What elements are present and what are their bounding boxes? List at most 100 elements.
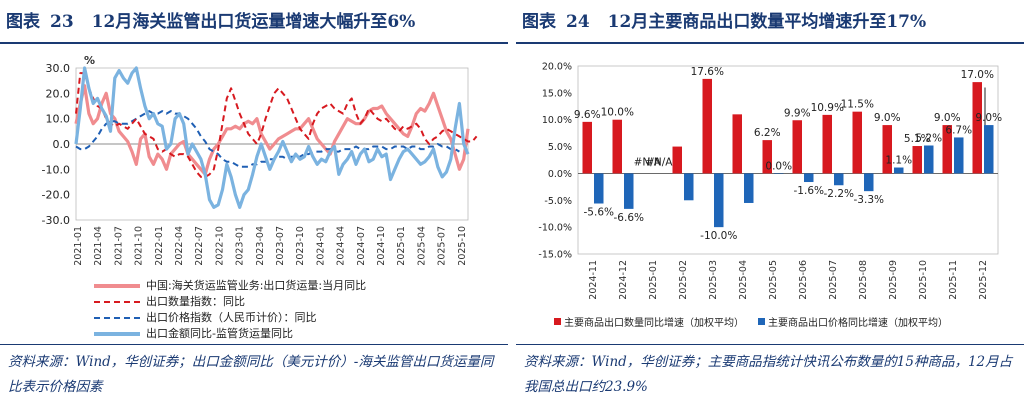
left-y-tick-label: 10.0 bbox=[46, 113, 71, 126]
right-x-tick-label: 2025-08 bbox=[858, 260, 869, 300]
bar-qty bbox=[702, 78, 712, 174]
legend-item-series-2: 出口数量指数：同比 bbox=[94, 294, 504, 310]
left-title-prefix: 图表 bbox=[6, 12, 40, 32]
left-legend: 中国:海关货运监管业务:出口货运量:当月同比 出口数量指数：同比 出口价格指数（… bbox=[94, 278, 504, 342]
legend-item-series-3: 出口价格指数（人民币计价）：同比 bbox=[94, 310, 504, 326]
data-label-qty: 10.0% bbox=[601, 107, 634, 119]
right-bar-chart: 20.0% 15.0% 10.0% 5.0% 0.0% -5.0% -10.0% -15.0%… bbox=[538, 62, 1002, 300]
bar-qty bbox=[882, 125, 892, 174]
legend-item-qty: 主要商品出口数量同比增速（加权平均） bbox=[554, 314, 744, 329]
right-y-tick-label: -5.0% bbox=[544, 196, 572, 207]
right-source-rule bbox=[516, 344, 1024, 345]
right-x-tick-label: 2025-06 bbox=[798, 260, 809, 300]
right-title-prefix: 图表 bbox=[522, 12, 556, 32]
data-label-qty: 10.9% bbox=[811, 102, 844, 114]
legend-label-qty: 主要商品出口数量同比增速（加权平均） bbox=[564, 318, 744, 329]
right-y-tick-label: -10.0% bbox=[538, 223, 572, 234]
left-x-tick-label: 2022-07 bbox=[194, 226, 205, 266]
left-title-rule bbox=[0, 42, 508, 44]
bar-price bbox=[804, 173, 814, 183]
legend-swatch-series-2 bbox=[94, 301, 140, 303]
right-x-tick-label: 2025-10 bbox=[918, 260, 929, 300]
legend-swatch-series-4 bbox=[94, 332, 140, 336]
bar-price bbox=[594, 173, 604, 204]
left-x-tick-label: 2022-10 bbox=[214, 226, 225, 266]
data-label-qty: 17.0% bbox=[961, 69, 994, 81]
left-source-rule bbox=[0, 344, 508, 345]
left-x-tick-label: 2022-01 bbox=[154, 226, 165, 266]
legend-item-series-4: 出口金额同比-监管货运量同比 bbox=[94, 326, 504, 342]
data-label-qty: 6.2% bbox=[754, 127, 781, 139]
right-y-tick-label: 10.0% bbox=[542, 115, 572, 126]
data-label-qty: 9.6% bbox=[574, 109, 601, 121]
left-source-note: 资料来源：Wind，华创证券；出口金额同比（美元计价）-海关监管出口货运量同比表… bbox=[8, 354, 494, 395]
left-y-tick-label: -10.0 bbox=[42, 163, 70, 176]
left-x-tick-label: 2024-07 bbox=[356, 226, 367, 266]
right-y-tick-label: 15.0% bbox=[542, 88, 572, 99]
legend-label-series-2: 出口数量指数：同比 bbox=[146, 295, 245, 308]
left-title-text: 12月海关监管出口货运量增速大幅升至6% bbox=[91, 12, 416, 32]
legend-label-series-3: 出口价格指数（人民币计价）：同比 bbox=[146, 311, 317, 324]
bar-qty bbox=[582, 121, 592, 174]
right-x-tick-label: 2025-04 bbox=[738, 260, 749, 300]
bar-qty bbox=[852, 111, 862, 174]
left-y-tick-label: -20.0 bbox=[42, 189, 70, 202]
left-x-tick-label: 2025-01 bbox=[396, 226, 407, 266]
legend-label-series-1: 中国:海关货运监管业务:出口货运量:当月同比 bbox=[146, 279, 367, 292]
left-series-line-3 bbox=[75, 110, 460, 168]
left-x-tick-label: 2023-10 bbox=[295, 226, 306, 266]
left-x-tick-label: 2024-10 bbox=[376, 226, 387, 266]
left-y-tick-label: 30.0 bbox=[46, 62, 71, 75]
data-label-qty: 17.6% bbox=[691, 66, 724, 78]
data-label-price: -5.6% bbox=[584, 207, 614, 219]
right-x-tick-label: 2025-02 bbox=[678, 260, 689, 300]
left-series-line-4 bbox=[74, 66, 470, 209]
left-y-tick-label: 0.0 bbox=[53, 138, 71, 151]
right-x-tick-label: 2025-01 bbox=[648, 260, 659, 300]
right-source-note: 资料来源：Wind，华创证券；主要商品指统计快讯公布数量的15种商品，12月占我… bbox=[524, 354, 1013, 395]
left-x-tick-label: 2025-04 bbox=[416, 226, 427, 266]
bar-qty bbox=[762, 140, 772, 174]
data-label-price: 5.2% bbox=[915, 132, 942, 144]
left-x-tick-label: 2024-04 bbox=[336, 226, 347, 266]
left-x-tick-label: 2023-07 bbox=[275, 226, 286, 266]
right-x-tick-label: 2025-11 bbox=[948, 260, 959, 300]
right-title-number: 24 bbox=[566, 12, 590, 32]
bar-qty bbox=[912, 146, 922, 174]
left-axis-unit-annotation: % bbox=[84, 54, 95, 67]
bar-price bbox=[954, 137, 964, 174]
right-x-tick-label: 2024-11 bbox=[588, 260, 599, 300]
data-label-qty: 11.5% bbox=[841, 99, 874, 111]
bar-qty bbox=[972, 82, 982, 174]
right-x-tick-label: 2025-09 bbox=[888, 260, 899, 300]
legend-item-price: 主要商品出口价格同比增速（加权平均） bbox=[758, 314, 948, 329]
right-chart-panel: 图表 24 12月主要商品出口数量平均增速升至17% 20.0% 15.0% 10.0%… bbox=[516, 0, 1024, 410]
data-label-price: #N/A bbox=[645, 156, 673, 168]
bar-qty bbox=[822, 114, 832, 174]
right-legend: 主要商品出口数量同比增速（加权平均） 主要商品出口价格同比增速（加权平均） bbox=[554, 314, 1024, 329]
bar-price bbox=[984, 125, 994, 174]
data-label-qty: 9.0% bbox=[934, 112, 961, 124]
right-x-tick-label: 2025-07 bbox=[828, 260, 839, 300]
left-series-line-1 bbox=[74, 84, 470, 177]
left-x-tick-label: 2021-07 bbox=[113, 226, 124, 266]
right-y-tick-label: 0.0% bbox=[548, 169, 572, 180]
right-x-tick-label: 2025-12 bbox=[978, 260, 989, 300]
data-label-price: 0.0% bbox=[765, 160, 792, 172]
left-title-number: 23 bbox=[50, 12, 74, 32]
bar-price bbox=[684, 173, 694, 201]
bar-qty bbox=[792, 120, 802, 174]
right-chart-title: 图表 24 12月主要商品出口数量平均增速升至17% bbox=[522, 8, 926, 36]
left-x-tick-label: 2021-10 bbox=[134, 226, 145, 266]
right-y-tick-label: 20.0% bbox=[542, 62, 572, 73]
right-y-tick-label: -15.0% bbox=[538, 250, 572, 261]
data-label-price: -2.2% bbox=[824, 188, 854, 200]
bar-price bbox=[834, 173, 844, 186]
data-label-qty: 5.1% bbox=[904, 133, 931, 145]
data-label-price: -3.3% bbox=[854, 194, 884, 206]
left-x-tick-label: 2025-07 bbox=[437, 226, 448, 266]
data-label-qty: #N/A bbox=[634, 156, 662, 168]
left-x-tick-label: 2021-04 bbox=[93, 226, 104, 266]
left-x-tick-label: 2025-10 bbox=[457, 226, 468, 266]
